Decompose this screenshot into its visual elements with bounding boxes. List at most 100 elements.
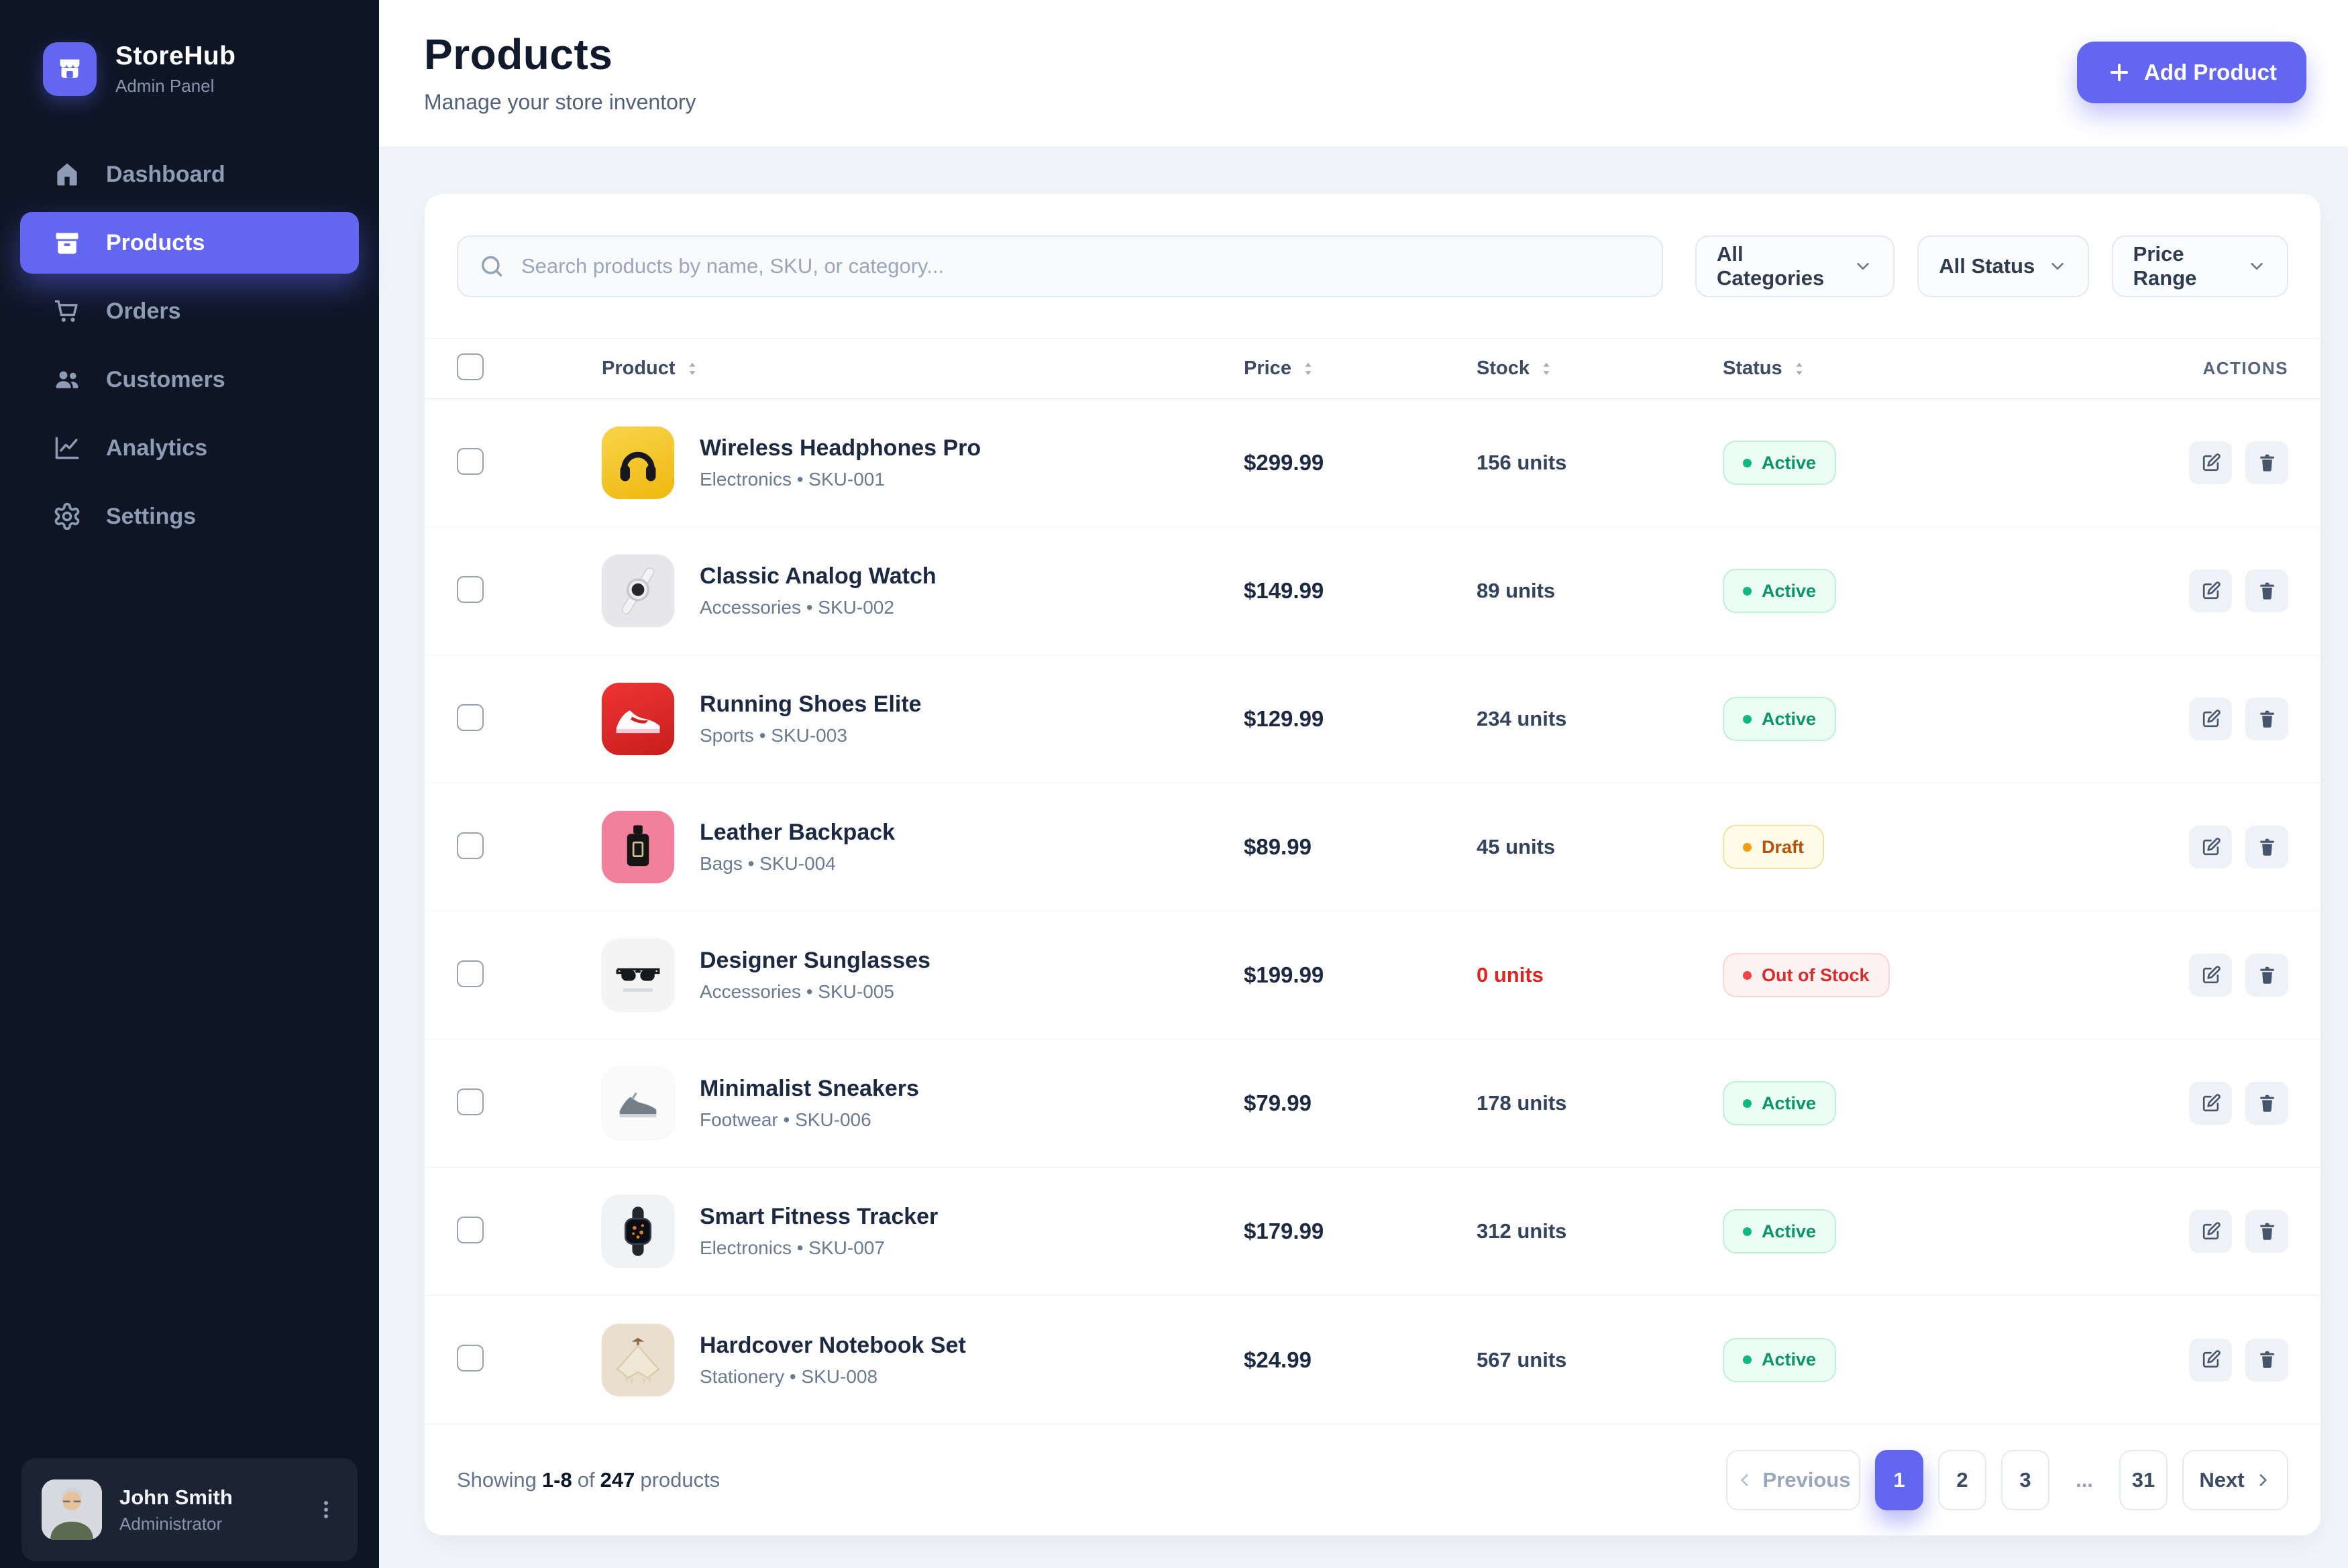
add-product-label: Add Product (2144, 60, 2277, 85)
row-checkbox[interactable] (457, 1216, 484, 1243)
sidebar-item-label: Customers (106, 366, 225, 392)
edit-button[interactable] (2189, 1082, 2232, 1125)
column-header-actions: ACTIONS (2202, 358, 2288, 378)
kebab-menu-icon[interactable] (315, 1498, 337, 1521)
column-header-price[interactable]: Price (1244, 357, 1477, 380)
product-thumbnail (602, 427, 674, 499)
edit-icon (2200, 709, 2221, 730)
product-stock: 234 units (1477, 707, 1567, 730)
product-thumbnail (602, 1323, 674, 1396)
product-stock: 312 units (1477, 1219, 1567, 1243)
sidebar-item-analytics[interactable]: Analytics (20, 417, 359, 479)
sidebar-item-dashboard[interactable]: Dashboard (20, 144, 359, 205)
product-category-sku: Electronics • SKU-001 (700, 469, 885, 490)
page-button-3[interactable]: 3 (2001, 1449, 2049, 1510)
product-category-sku: Electronics • SKU-007 (700, 1237, 885, 1258)
delete-button[interactable] (2245, 954, 2288, 997)
delete-button[interactable] (2245, 1338, 2288, 1382)
product-name: Leather Backpack (700, 820, 896, 845)
delete-button[interactable] (2245, 1210, 2288, 1253)
chevron-right-icon (2254, 1471, 2272, 1489)
edit-button[interactable] (2189, 697, 2232, 740)
sidebar: StoreHub Admin Panel Dashboard Products … (0, 0, 379, 1568)
page-button-31[interactable]: 31 (2119, 1449, 2168, 1510)
table-header-row: Product Price Stock Status ACTIONS (425, 339, 2320, 399)
price-filter-dropdown[interactable]: Price Range (2111, 235, 2288, 297)
edit-button[interactable] (2189, 1338, 2232, 1382)
status-filter-label: All Status (1939, 254, 2035, 278)
pager-controls: Previous 1 2 3... 31 Next (1726, 1449, 2288, 1510)
edit-icon (2200, 1349, 2221, 1370)
product-name: Hardcover Notebook Set (700, 1332, 966, 1358)
status-badge: Active (1723, 569, 1837, 613)
status-dot-icon (1743, 458, 1752, 467)
status-badge: Active (1723, 697, 1837, 741)
select-all-checkbox[interactable] (457, 353, 484, 380)
row-checkbox[interactable] (457, 1345, 484, 1371)
sidebar-item-orders[interactable]: Orders (20, 280, 359, 342)
row-checkbox[interactable] (457, 960, 484, 987)
delete-button[interactable] (2245, 441, 2288, 484)
sidebar-item-settings[interactable]: Settings (20, 486, 359, 547)
edit-button[interactable] (2189, 954, 2232, 997)
product-name: Designer Sunglasses (700, 948, 930, 973)
edit-button[interactable] (2189, 569, 2232, 612)
row-checkbox[interactable] (457, 832, 484, 859)
product-stock: 178 units (1477, 1091, 1567, 1115)
edit-button[interactable] (2189, 441, 2232, 484)
sort-icon (1299, 360, 1317, 378)
chevron-left-icon (1736, 1471, 1754, 1489)
avatar (42, 1479, 102, 1540)
page-button-2[interactable]: 2 (1938, 1449, 1986, 1510)
column-header-product[interactable]: Product (602, 357, 1244, 380)
trash-icon (2257, 1093, 2278, 1114)
product-name: Running Shoes Elite (700, 691, 922, 717)
row-checkbox[interactable] (457, 704, 484, 731)
product-price: $179.99 (1244, 1219, 1324, 1243)
add-product-button[interactable]: Add Product (2077, 42, 2306, 103)
sort-icon (684, 360, 701, 378)
edit-button[interactable] (2189, 1210, 2232, 1253)
row-checkbox[interactable] (457, 1088, 484, 1115)
search-input[interactable] (521, 254, 1642, 278)
row-checkbox[interactable] (457, 575, 484, 603)
trash-icon (2257, 965, 2278, 986)
page-button-1[interactable]: 1 (1875, 1449, 1923, 1510)
sidebar-item-customers[interactable]: Customers (20, 349, 359, 410)
sidebar-item-label: Settings (106, 503, 197, 529)
status-filter-dropdown[interactable]: All Status (1917, 235, 2089, 297)
chevron-down-icon (2047, 256, 2068, 276)
chart-icon (52, 433, 82, 463)
table-row: Smart Fitness Tracker Electronics • SKU-… (425, 1168, 2320, 1296)
table-row: Minimalist Sneakers Footwear • SKU-006 $… (425, 1040, 2320, 1168)
delete-button[interactable] (2245, 569, 2288, 612)
users-icon (52, 365, 82, 394)
user-profile-card[interactable]: John Smith Administrator (21, 1458, 358, 1561)
edit-icon (2200, 837, 2221, 858)
product-category-sku: Bags • SKU-004 (700, 853, 836, 874)
product-category-sku: Accessories • SKU-002 (700, 597, 894, 618)
table-row: Leather Backpack Bags • SKU-004 $89.99 4… (425, 783, 2320, 911)
showing-summary: Showing 1-8 of 247 products (457, 1467, 721, 1492)
search-icon (478, 253, 505, 280)
delete-button[interactable] (2245, 697, 2288, 740)
previous-page-button[interactable]: Previous (1726, 1449, 1860, 1510)
category-filter-dropdown[interactable]: All Categories (1695, 235, 1895, 297)
product-name: Wireless Headphones Pro (700, 435, 981, 461)
products-card: All Categories All Status Price Range Pr… (424, 193, 2321, 1536)
delete-button[interactable] (2245, 1082, 2288, 1125)
edit-button[interactable] (2189, 826, 2232, 869)
column-header-status[interactable]: Status (1723, 357, 2188, 380)
page-title: Products (424, 30, 613, 78)
row-checkbox[interactable] (457, 447, 484, 475)
home-icon (52, 160, 82, 189)
product-price: $129.99 (1244, 706, 1324, 731)
column-header-stock[interactable]: Stock (1477, 357, 1723, 380)
status-dot-icon (1743, 970, 1752, 980)
product-thumbnail (602, 1195, 674, 1268)
next-page-button[interactable]: Next (2182, 1449, 2288, 1510)
delete-button[interactable] (2245, 826, 2288, 869)
product-price: $199.99 (1244, 962, 1324, 987)
sidebar-item-products[interactable]: Products (20, 212, 359, 274)
